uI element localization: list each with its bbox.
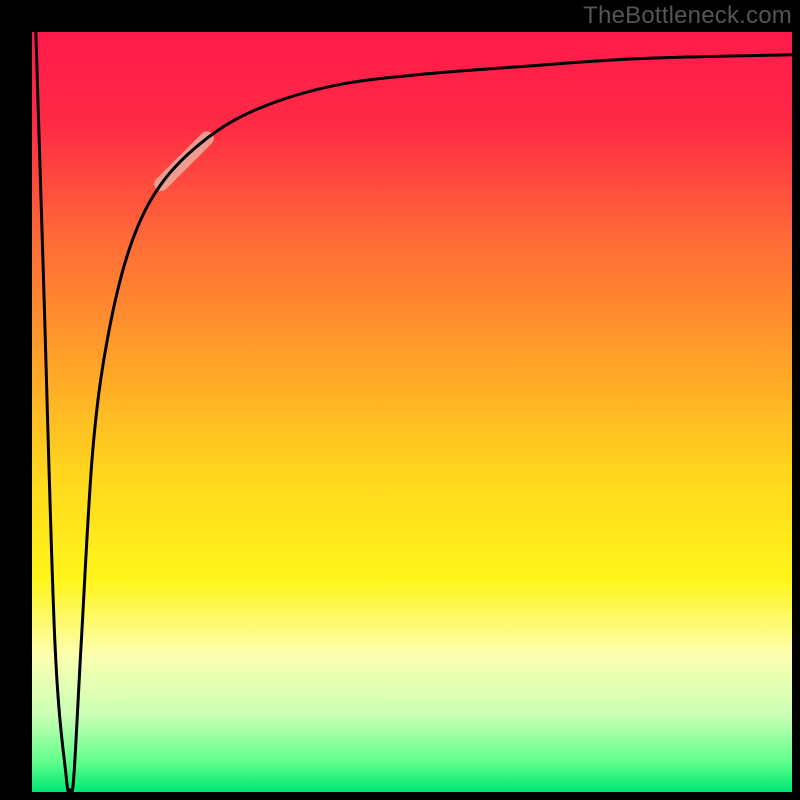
chart-container: TheBottleneck.com — [0, 0, 800, 800]
plot-area — [32, 32, 792, 792]
bottleneck-chart — [0, 0, 800, 800]
watermark-text: TheBottleneck.com — [583, 2, 792, 30]
